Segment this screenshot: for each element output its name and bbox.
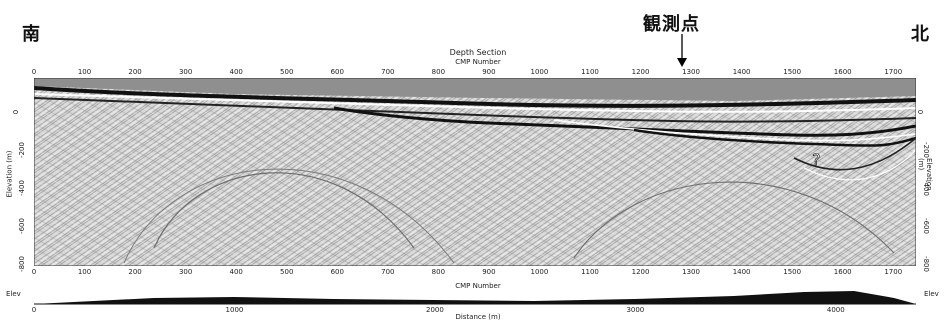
bottom-tick: 0: [31, 268, 37, 276]
bottom-tick: 900: [482, 268, 496, 276]
bottom-tick: 300: [178, 268, 193, 276]
right-axis-title: Elevation (m): [917, 158, 933, 191]
bottom-tick: 1000: [530, 268, 549, 276]
question-mark: ?: [812, 150, 821, 169]
top-tick: 0: [31, 68, 37, 76]
distance-axis-title: Distance (m): [455, 313, 501, 321]
right-elev-label: Elev: [924, 290, 939, 298]
observation-point-arrow: [677, 34, 687, 67]
bottom-axis-title: CMP Number: [455, 282, 501, 290]
bottom-tick: 400: [229, 268, 243, 276]
bottom-tick: 1600: [833, 268, 852, 276]
bottom-tick: 800: [431, 268, 446, 276]
bottom-tick: 100: [77, 268, 92, 276]
distance-tick: 1000: [225, 306, 244, 314]
section-title: Depth Section: [449, 48, 507, 57]
top-tick: 1500: [783, 68, 802, 76]
bottom-tick: 600: [330, 268, 344, 276]
top-tick: 600: [330, 68, 344, 76]
bottom-tick: 200: [128, 268, 142, 276]
right-tick: -600: [921, 218, 930, 234]
top-tick: 1400: [732, 68, 751, 76]
top-tick: 900: [482, 68, 496, 76]
distance-tick: 0: [31, 306, 37, 314]
left-tick: 0: [12, 109, 21, 115]
bottom-tick: 500: [280, 268, 294, 276]
top-tick: 300: [178, 68, 193, 76]
south-label: 南: [22, 24, 40, 45]
top-tick: 800: [431, 68, 446, 76]
left-axis-title: Elevation (m): [5, 150, 14, 198]
left-tick: -200: [17, 142, 26, 158]
top-tick: 700: [381, 68, 395, 76]
top-tick: 1200: [631, 68, 650, 76]
top-tick: 500: [280, 68, 294, 76]
top-tick: 1300: [682, 68, 700, 76]
observation-point-label: 観測点: [643, 14, 700, 35]
north-label: 北: [911, 24, 929, 45]
bottom-tick: 1200: [631, 268, 650, 276]
elevation-profile: [34, 291, 916, 305]
left-tick: -400: [17, 180, 26, 196]
bottom-tick: 1400: [732, 268, 751, 276]
right-tick: -800: [921, 256, 930, 272]
top-tick: 1600: [833, 68, 852, 76]
right-tick: -200: [921, 142, 930, 158]
bottom-tick: 1300: [682, 268, 700, 276]
distance-tick: 4000: [826, 306, 845, 314]
top-tick: 1100: [581, 68, 599, 76]
seismic-depth-section: ?: [34, 78, 916, 266]
bottom-tick: 700: [381, 268, 395, 276]
top-tick: 200: [128, 68, 142, 76]
left-tick: -800: [17, 256, 26, 272]
top-tick: 1000: [530, 68, 549, 76]
distance-tick: 2000: [425, 306, 444, 314]
bottom-tick: 1700: [884, 268, 903, 276]
top-axis-title: CMP Number: [455, 58, 501, 66]
top-tick: 1700: [884, 68, 903, 76]
right-tick: 0: [916, 109, 925, 115]
top-tick: 400: [229, 68, 243, 76]
left-tick: -600: [17, 218, 26, 234]
bottom-tick: 1500: [783, 268, 802, 276]
distance-tick: 3000: [626, 306, 645, 314]
top-tick: 100: [77, 68, 92, 76]
bottom-tick: 1100: [581, 268, 599, 276]
left-elev-label: Elev: [6, 290, 21, 298]
